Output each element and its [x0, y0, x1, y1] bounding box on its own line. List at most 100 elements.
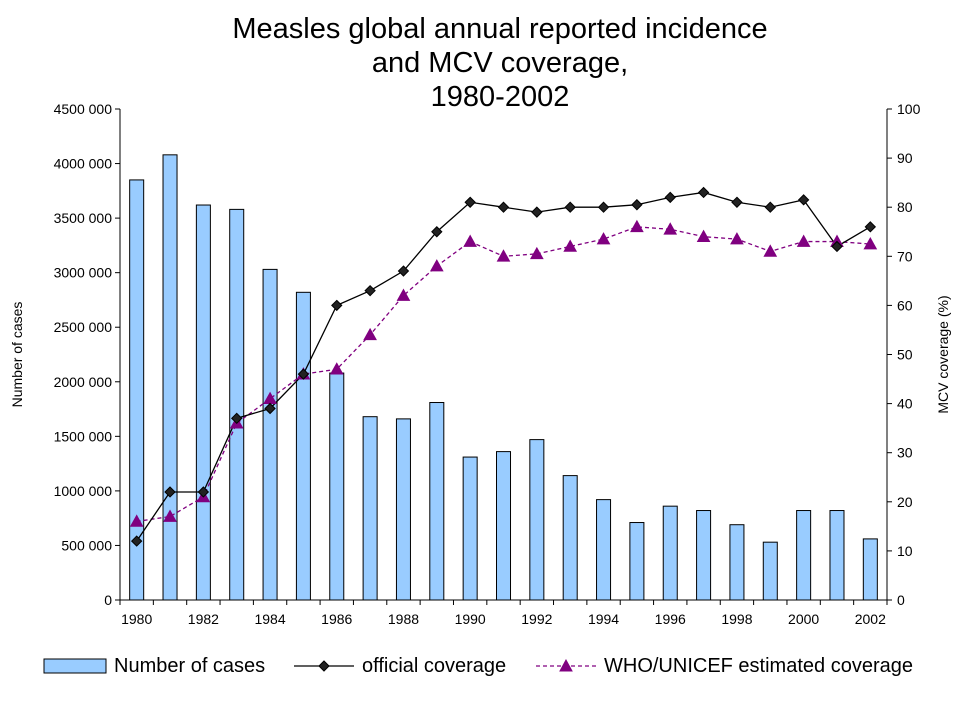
left-tick-label: 500 000 — [61, 537, 112, 553]
right-tick-label: 70 — [897, 248, 913, 264]
bar-cases-1997 — [696, 510, 712, 601]
bar-cases-1987 — [362, 416, 378, 601]
x-tick-label: 1988 — [388, 611, 419, 627]
marker-official-1983 — [231, 412, 243, 425]
marker-official-2000 — [797, 194, 810, 206]
marker-who-1995 — [630, 219, 644, 233]
right-tick-label: 0 — [897, 592, 905, 608]
marker-official-1997 — [697, 186, 710, 199]
marker-who-2000 — [796, 234, 811, 247]
marker-who-1993 — [563, 239, 578, 252]
bar-cases-1995 — [629, 522, 645, 601]
x-tick-label: 1990 — [455, 611, 486, 627]
marker-official-1999 — [764, 201, 776, 213]
y-axis-title: Number of cases — [9, 302, 25, 408]
bar-cases-1982 — [195, 204, 211, 601]
marker-who-2002 — [863, 237, 878, 250]
marker-who-1996 — [663, 222, 678, 235]
marker-who-1994 — [596, 232, 611, 245]
bar-cases-1994 — [596, 499, 612, 601]
legend-marker-who — [559, 658, 573, 672]
left-tick-label: 3500 000 — [54, 210, 113, 226]
marker-who-1999 — [763, 244, 778, 257]
x-tick-label: 1996 — [655, 611, 686, 627]
y2-axis-title: MCV coverage (%) — [935, 295, 951, 413]
left-tick-label: 3000 000 — [54, 265, 113, 281]
left-tick-label: 2000 000 — [54, 374, 113, 390]
marker-official-1990 — [464, 196, 476, 208]
bar-cases-1996 — [662, 505, 678, 601]
marker-official-1994 — [597, 201, 610, 213]
bar-cases-1999 — [762, 541, 778, 601]
right-tick-label: 20 — [897, 494, 913, 510]
marker-official-1986 — [331, 299, 343, 312]
right-tick-label: 30 — [897, 445, 913, 461]
x-tick-label: 1980 — [121, 611, 152, 627]
left-tick-label: 0 — [104, 592, 112, 608]
marker-official-1985 — [297, 368, 310, 380]
right-tick-label: 60 — [897, 297, 913, 313]
bar-cases-1983 — [229, 208, 245, 601]
marker-official-1995 — [631, 199, 643, 211]
bar-cases-1986 — [329, 372, 345, 601]
chart-title-line-1: Measles global annual reported incidence — [232, 13, 768, 45]
marker-official-1992 — [531, 206, 543, 218]
right-tick-label: 40 — [897, 396, 913, 412]
marker-official-1993 — [564, 201, 576, 213]
marker-who-1990 — [463, 234, 477, 247]
x-tick-label: 2000 — [788, 611, 819, 627]
left-tick-label: 4500 000 — [54, 101, 113, 117]
legend-marker-official — [318, 660, 330, 672]
right-tick-label: 100 — [897, 101, 921, 117]
marker-official-1984 — [264, 402, 276, 415]
marker-official-2001 — [831, 240, 843, 253]
right-tick-label: 90 — [897, 150, 913, 166]
marker-official-1989 — [431, 226, 443, 238]
bar-cases-1989 — [429, 402, 445, 601]
left-tick-label: 4000 000 — [54, 156, 113, 172]
legend-label-who: WHO/UNICEF estimated coverage — [604, 655, 913, 677]
bar-cases-2002 — [862, 538, 878, 601]
marker-official-1980 — [130, 535, 143, 547]
marker-who-1980 — [129, 514, 144, 527]
bar-cases-1992 — [529, 439, 545, 601]
right-tick-label: 80 — [897, 199, 913, 215]
marker-official-1987 — [364, 284, 376, 297]
marker-who-1992 — [530, 246, 544, 260]
marker-official-1981 — [164, 486, 176, 498]
right-tick-label: 50 — [897, 347, 913, 363]
x-tick-label: 1986 — [321, 611, 352, 627]
bar-cases-1991 — [496, 451, 512, 601]
legend-swatch-cases — [43, 658, 107, 674]
marker-who-1991 — [496, 249, 511, 262]
marker-official-2002 — [864, 221, 877, 233]
bar-cases-2001 — [829, 510, 845, 601]
right-tick-label: 10 — [897, 543, 913, 559]
bar-cases-1984 — [262, 268, 278, 601]
bar-cases-1998 — [729, 524, 745, 601]
bar-cases-1981 — [162, 154, 178, 601]
bar-cases-1993 — [562, 475, 578, 601]
marker-official-1998 — [731, 196, 743, 208]
marker-official-1988 — [397, 265, 410, 277]
chart-title: Measles global annual reported incidence… — [0, 12, 960, 114]
x-tick-label: 1992 — [521, 611, 552, 627]
marker-who-1989 — [429, 259, 444, 272]
left-tick-label: 1000 000 — [54, 483, 113, 499]
legend-label-cases: Number of cases — [114, 655, 265, 677]
x-tick-label: 2002 — [855, 611, 886, 627]
marker-official-1996 — [664, 191, 676, 204]
bar-cases-1985 — [295, 291, 311, 601]
left-tick-label: 1500 000 — [54, 428, 113, 444]
bar-cases-1988 — [395, 418, 411, 601]
marker-who-1997 — [696, 229, 711, 242]
legend-label-official: official coverage — [362, 655, 506, 677]
bar-cases-1990 — [462, 456, 478, 601]
marker-official-1982 — [197, 486, 210, 498]
marker-official-1991 — [497, 201, 510, 213]
marker-who-1986 — [329, 362, 344, 375]
marker-who-1998 — [730, 232, 744, 245]
marker-who-1988 — [396, 288, 411, 301]
marker-who-1987 — [363, 327, 377, 341]
